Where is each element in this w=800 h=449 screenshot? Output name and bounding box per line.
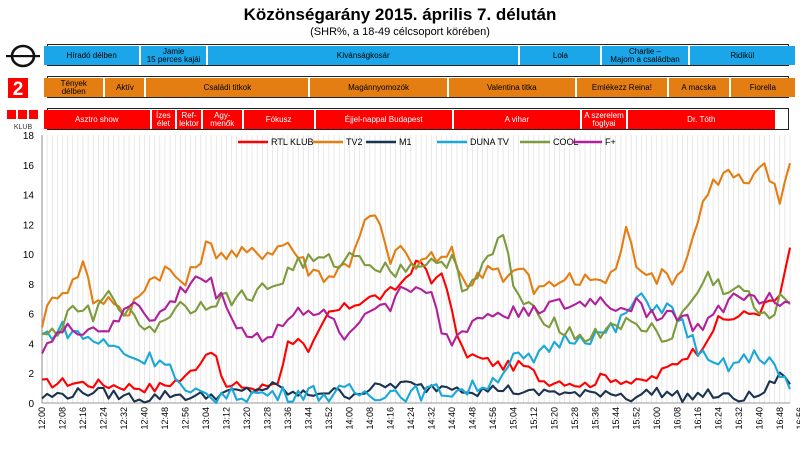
y-tick-label: 10 — [23, 250, 35, 261]
y-tick-label: 6 — [28, 310, 34, 321]
x-tick-label: 12:48 — [160, 407, 170, 430]
x-tick-label: 12:40 — [139, 407, 149, 430]
x-tick-label: 16:56 — [795, 407, 800, 430]
rtl-klub-logo-icon: KLUB — [7, 110, 38, 131]
x-tick-label: 14:32 — [426, 407, 436, 430]
m1-schedule-band: Híradó délben Jamie 15 perces kajái Kíváns… — [44, 44, 796, 66]
x-tick-label: 12:32 — [119, 407, 129, 430]
chart-title: Közönségarány 2015. április 7. délután — [243, 5, 557, 24]
x-tick-label: 13:04 — [201, 407, 211, 430]
m1-program-2: Kívánságkosár — [207, 46, 519, 65]
legend: RTL KLUB TV2 M1 DUNA TV COOL F+ — [238, 137, 616, 147]
series-line-cool — [41, 233, 791, 343]
x-tick-label: 15:28 — [570, 407, 580, 430]
tv2-program-7: Fiorella — [730, 78, 796, 97]
rtl-schedule-band: Asztro show Ízes élet Ref- lektor Agy- menő… — [44, 108, 789, 130]
x-tick-label: 14:16 — [385, 407, 395, 430]
x-tick-label: 12:56 — [180, 407, 190, 430]
rtl-program-0: Asztro show — [44, 110, 150, 129]
x-tick-label: 16:00 — [652, 407, 662, 430]
series-line-tv2 — [40, 162, 792, 328]
m1-program-4: Charlie – Majom a családban — [602, 46, 688, 65]
x-tick-label: 16:48 — [775, 407, 785, 430]
x-tick-label: 13:44 — [303, 407, 313, 430]
x-tick-label: 16:24 — [713, 407, 723, 430]
x-tick-label: 15:12 — [529, 407, 539, 430]
y-tick-label: 14 — [23, 191, 35, 202]
rtl-logo-text: KLUB — [14, 124, 33, 131]
m1-logo-icon — [6, 44, 40, 68]
tv2-program-0: Tények délben — [44, 78, 104, 97]
x-tick-label: 15:52 — [631, 407, 641, 430]
legend-label: DUNA TV — [470, 137, 509, 147]
y-tick-label: 18 — [23, 131, 35, 142]
legend-label: COOL — [553, 137, 579, 147]
m1-program-3: Lola — [520, 46, 601, 65]
x-tick-label: 12:24 — [98, 407, 108, 430]
x-tick-label: 16:08 — [672, 407, 682, 430]
legend-label: M1 — [399, 137, 412, 147]
tv2-program-1: Aktív — [105, 78, 145, 97]
rtl-program-5: Éjjel-nappal Budapest — [315, 110, 452, 129]
x-tick-label: 12:16 — [78, 407, 88, 430]
x-tick-label: 13:28 — [262, 407, 272, 430]
legend-label: RTL KLUB — [271, 137, 314, 147]
x-tick-label: 13:12 — [221, 407, 231, 430]
y-tick-label: 2 — [28, 369, 34, 380]
tv2-program-3: Magánnyomozók — [310, 78, 447, 97]
x-tick-label: 15:36 — [590, 407, 600, 430]
x-tick-label: 14:40 — [447, 407, 457, 430]
line-chart: 0 2 4 6 8 10 12 14 16 18 12:00 12:08 12:16 12:24 12:32… — [23, 131, 800, 430]
x-tick-label: 16:16 — [693, 407, 703, 430]
chart-subtitle: (SHR%, a 18-49 célcsoport körében) — [310, 26, 490, 38]
x-tick-label: 14:48 — [467, 407, 477, 430]
x-tick-label: 14:56 — [488, 407, 498, 430]
rtl-program-7: A szerelem foglyai — [581, 110, 627, 129]
legend-label: F+ — [605, 137, 616, 147]
x-tick-label: 16:32 — [734, 407, 744, 430]
x-tick-label: 13:36 — [283, 407, 293, 430]
rtl-program-6: A vihar — [453, 110, 580, 129]
svg-text:2: 2 — [13, 79, 24, 100]
x-tick-label: 13:52 — [324, 407, 334, 430]
x-tick-label: 13:20 — [242, 407, 252, 430]
tv2-program-6: A macska — [669, 78, 729, 97]
x-tick-label: 14:24 — [406, 407, 416, 430]
m1-program-5: Ridikül — [689, 46, 796, 65]
y-tick-label: 16 — [23, 161, 35, 172]
x-tick-label: 14:08 — [365, 407, 375, 430]
y-tick-label: 8 — [28, 280, 34, 291]
x-tick-label: 15:20 — [549, 407, 559, 430]
rtl-program-1: Ízes élet — [151, 110, 176, 129]
x-tick-label: 14:00 — [344, 407, 354, 430]
series-line-rtl-klub — [41, 247, 792, 394]
tv2-program-5: Emlékezz Reina! — [576, 78, 668, 97]
rtl-program-2: Ref- lektor — [177, 110, 201, 129]
tv2-schedule-band: Tények délben Aktív Családi titkok Magánnyo… — [44, 76, 796, 98]
series-line-f- — [41, 275, 791, 354]
x-tick-label: 15:04 — [508, 407, 518, 430]
legend-label: TV2 — [346, 137, 363, 147]
rtl-program-4: Fókusz — [243, 110, 314, 129]
y-tick-label: 4 — [28, 339, 34, 350]
m1-program-1: Jamie 15 perces kajái — [141, 46, 206, 65]
series-line-duna-tv — [41, 292, 791, 405]
x-tick-label: 15:44 — [611, 407, 621, 430]
y-tick-label: 0 — [28, 399, 34, 410]
rtl-program-8: Dr. Tóth — [628, 110, 775, 129]
rtl-program-3: Agy- menők — [202, 110, 242, 129]
tv2-logo-icon: 2 — [8, 78, 28, 100]
x-tick-label: 12:00 — [37, 407, 47, 430]
tv2-program-4: Valentina titka — [448, 78, 575, 97]
grid — [41, 135, 791, 403]
m1-program-0: Híradó délben — [44, 46, 140, 65]
x-tick-label: 16:40 — [754, 407, 764, 430]
tv2-program-2: Családi titkok — [146, 78, 309, 97]
x-tick-label: 12:08 — [57, 407, 67, 430]
y-tick-label: 12 — [23, 220, 35, 231]
